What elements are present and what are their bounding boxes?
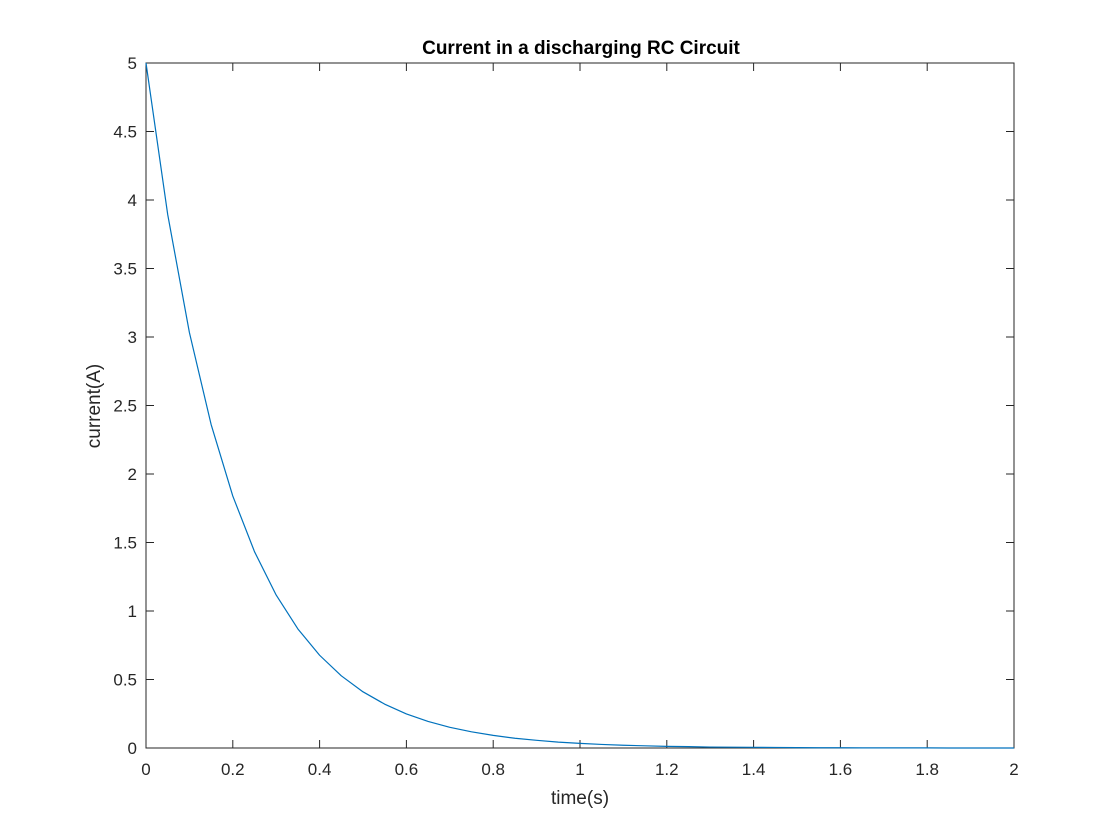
y-tick-label: 4 — [128, 191, 137, 210]
x-tick-label: 1 — [575, 760, 584, 779]
x-tick-label: 0.8 — [481, 760, 505, 779]
y-tick-label: 0.5 — [113, 671, 137, 690]
y-tick-label: 3.5 — [113, 260, 137, 279]
y-tick-label: 1 — [128, 602, 137, 621]
x-tick-label: 0.2 — [221, 760, 245, 779]
x-tick-label: 0 — [141, 760, 150, 779]
plot-axes: 0 0.2 0.4 0.6 0.8 1 1.2 1.4 1.6 1.8 2 0 0.5 1 1.5 2 2.5 3… — [113, 54, 1018, 779]
x-tick-label: 1.8 — [915, 760, 939, 779]
x-tick-label: 2 — [1009, 760, 1018, 779]
y-tick-label: 3 — [128, 328, 137, 347]
x-tick-label: 0.6 — [395, 760, 419, 779]
y-tick-label: 1.5 — [113, 534, 137, 553]
y-tick-label: 2.5 — [113, 397, 137, 416]
y-tick-label: 2 — [128, 465, 137, 484]
x-tick-label: 1.6 — [829, 760, 853, 779]
y-tick-label: 0 — [128, 739, 137, 758]
chart-title: Current in a discharging RC Circuit — [422, 38, 740, 59]
plot-box — [145, 62, 1015, 749]
x-axis-label: time(s) — [551, 788, 609, 809]
y-axis-label: current(A) — [84, 364, 105, 448]
x-tick-label: 1.4 — [742, 760, 766, 779]
x-tick-label: 0.4 — [308, 760, 332, 779]
x-tick-label: 1.2 — [655, 760, 679, 779]
y-tick-label: 5 — [128, 54, 137, 73]
current-series-line — [145, 62, 1014, 749]
y-tick-label: 4.5 — [113, 123, 137, 142]
